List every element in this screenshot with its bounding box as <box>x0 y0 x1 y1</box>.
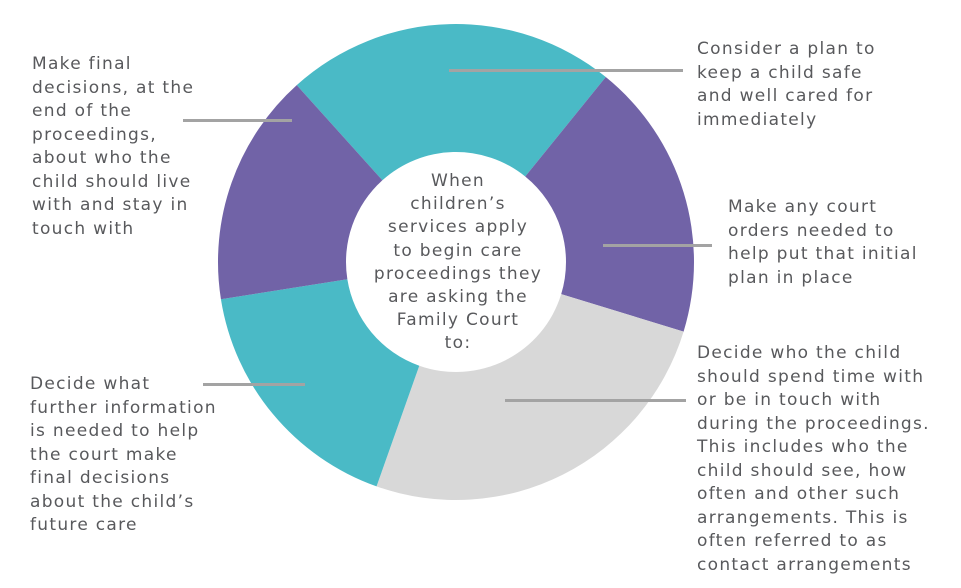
leader-line-contact-arrangements <box>505 399 686 402</box>
donut-center-text: When children’s services apply to begin … <box>373 171 543 354</box>
label-court-orders: Make any court orders needed to help put… <box>728 197 918 288</box>
label-final-decisions: Make final decisions, at the end of the … <box>32 54 195 239</box>
leader-line-plan-to-keep-child-safe <box>449 69 683 72</box>
donut-segment-plan-to-keep-child-safe <box>296 23 606 181</box>
leader-line-final-decisions <box>183 119 292 122</box>
label-further-information: Decide what further information is neede… <box>30 374 217 535</box>
donut-segment-final-decisions <box>218 85 383 300</box>
label-contact-arrangements: Decide who the child should spend time w… <box>697 343 930 575</box>
label-plan-to-keep-child-safe: Consider a plan to keep a child safe and… <box>697 39 876 130</box>
donut-segment-contact-arrangements <box>376 294 684 501</box>
leader-line-court-orders <box>603 244 712 247</box>
leader-line-further-information <box>203 383 305 386</box>
donut-segment-further-information <box>220 279 420 487</box>
donut-segment-court-orders <box>525 77 694 332</box>
